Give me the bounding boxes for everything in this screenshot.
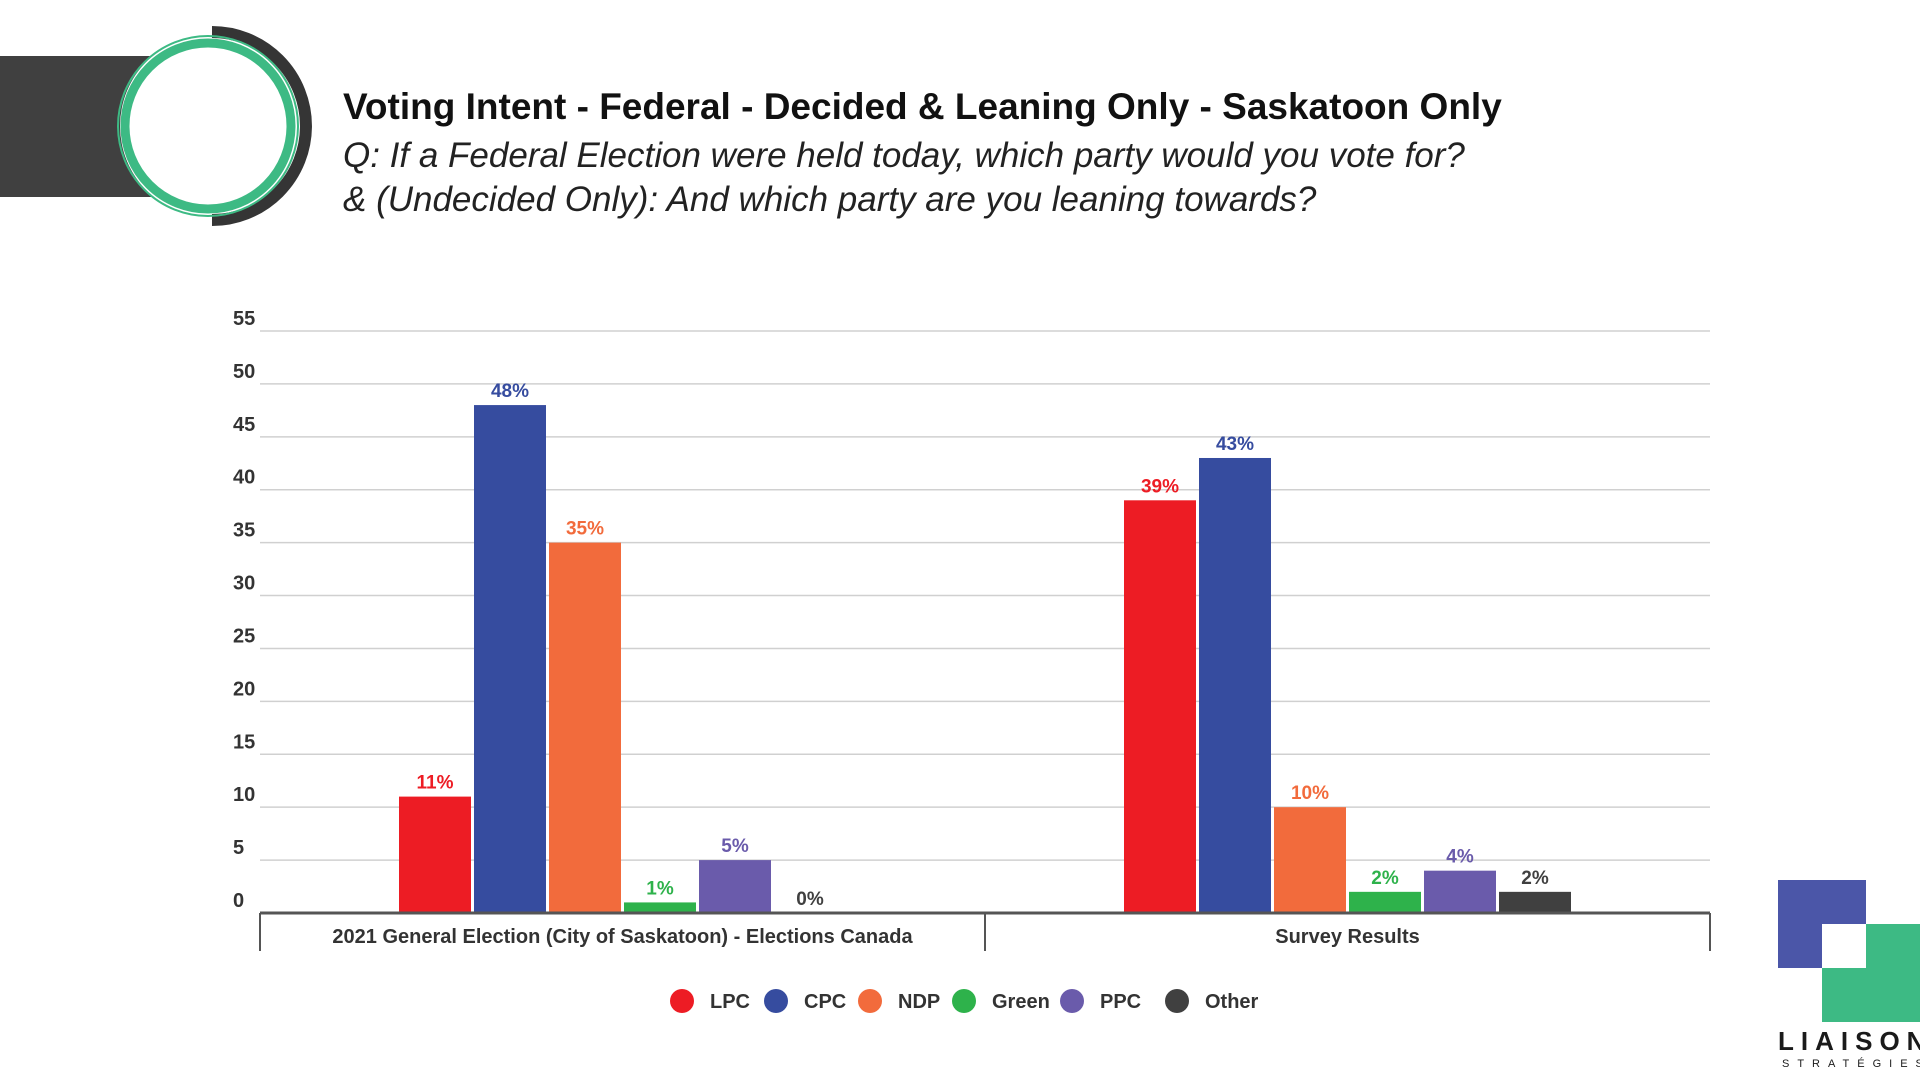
bar-ppc [1424, 870, 1496, 913]
legend-marker-other [1165, 989, 1189, 1013]
bar-lpc [399, 796, 471, 913]
bar-green [624, 902, 696, 913]
data-label: 10% [1291, 783, 1329, 804]
bar-lpc [1124, 500, 1196, 913]
legend-label-ndp: NDP [898, 991, 940, 1013]
legend-label-ppc: PPC [1100, 991, 1141, 1013]
brand-name: LIAISON [1778, 1026, 1920, 1056]
bar-green [1349, 891, 1421, 913]
bar-ndp [1274, 807, 1346, 913]
legend-label-green: Green [992, 991, 1050, 1013]
data-label: 11% [417, 773, 454, 794]
brand-subtitle: STRATÉGIES [1782, 1058, 1920, 1070]
data-label: 43% [1216, 434, 1254, 455]
y-tick-label: 15 [233, 731, 255, 753]
x-category-label: Survey Results [1275, 926, 1420, 948]
chart-title: Voting Intent - Federal - Decided & Lean… [343, 86, 1502, 127]
chart-question: Q: If a Federal Election were held today… [343, 136, 1465, 175]
bar-ppc [699, 860, 771, 913]
legend-label-cpc: CPC [804, 991, 846, 1013]
y-tick-label: 55 [233, 308, 255, 330]
data-label: 5% [721, 836, 749, 857]
legend-marker-green [952, 989, 976, 1013]
title-block: Voting Intent - Federal - Decided & Lean… [343, 86, 1502, 222]
y-tick-label: 30 [233, 573, 255, 595]
y-tick-label: 25 [233, 625, 255, 647]
y-tick-label: 10 [233, 784, 255, 806]
legend-marker-ppc [1060, 989, 1084, 1013]
data-label: 39% [1141, 476, 1179, 497]
data-label: 1% [646, 878, 674, 899]
data-label: 48% [491, 381, 529, 402]
legend-marker-ndp [858, 989, 882, 1013]
data-label: 2% [1371, 868, 1399, 889]
y-tick-label: 20 [233, 678, 255, 700]
data-label: 35% [566, 519, 604, 540]
bar-cpc [474, 405, 546, 913]
y-tick-label: 40 [233, 467, 255, 489]
circle-ring-icon [117, 26, 312, 226]
legend-marker-cpc [764, 989, 788, 1013]
bar-other [1499, 891, 1571, 913]
legend-label-lpc: LPC [710, 991, 750, 1013]
data-label: 2% [1521, 868, 1549, 889]
chart-question-followup: & (Undecided Only): And which party are … [343, 180, 1317, 219]
y-tick-label: 35 [233, 520, 255, 542]
y-tick-label: 50 [233, 361, 255, 383]
bar-cpc [1199, 457, 1271, 913]
y-tick-label: 0 [233, 890, 244, 912]
legend-label-other: Other [1205, 991, 1259, 1013]
x-category-label: 2021 General Election (City of Saskatoon… [332, 926, 913, 948]
legend-marker-lpc [670, 989, 694, 1013]
data-label: 0% [796, 889, 824, 910]
bar-ndp [549, 542, 621, 913]
y-tick-label: 5 [233, 837, 244, 859]
data-label: 4% [1446, 847, 1474, 868]
liaison-logo-icon [1778, 880, 1920, 1022]
y-tick-label: 45 [233, 414, 255, 436]
